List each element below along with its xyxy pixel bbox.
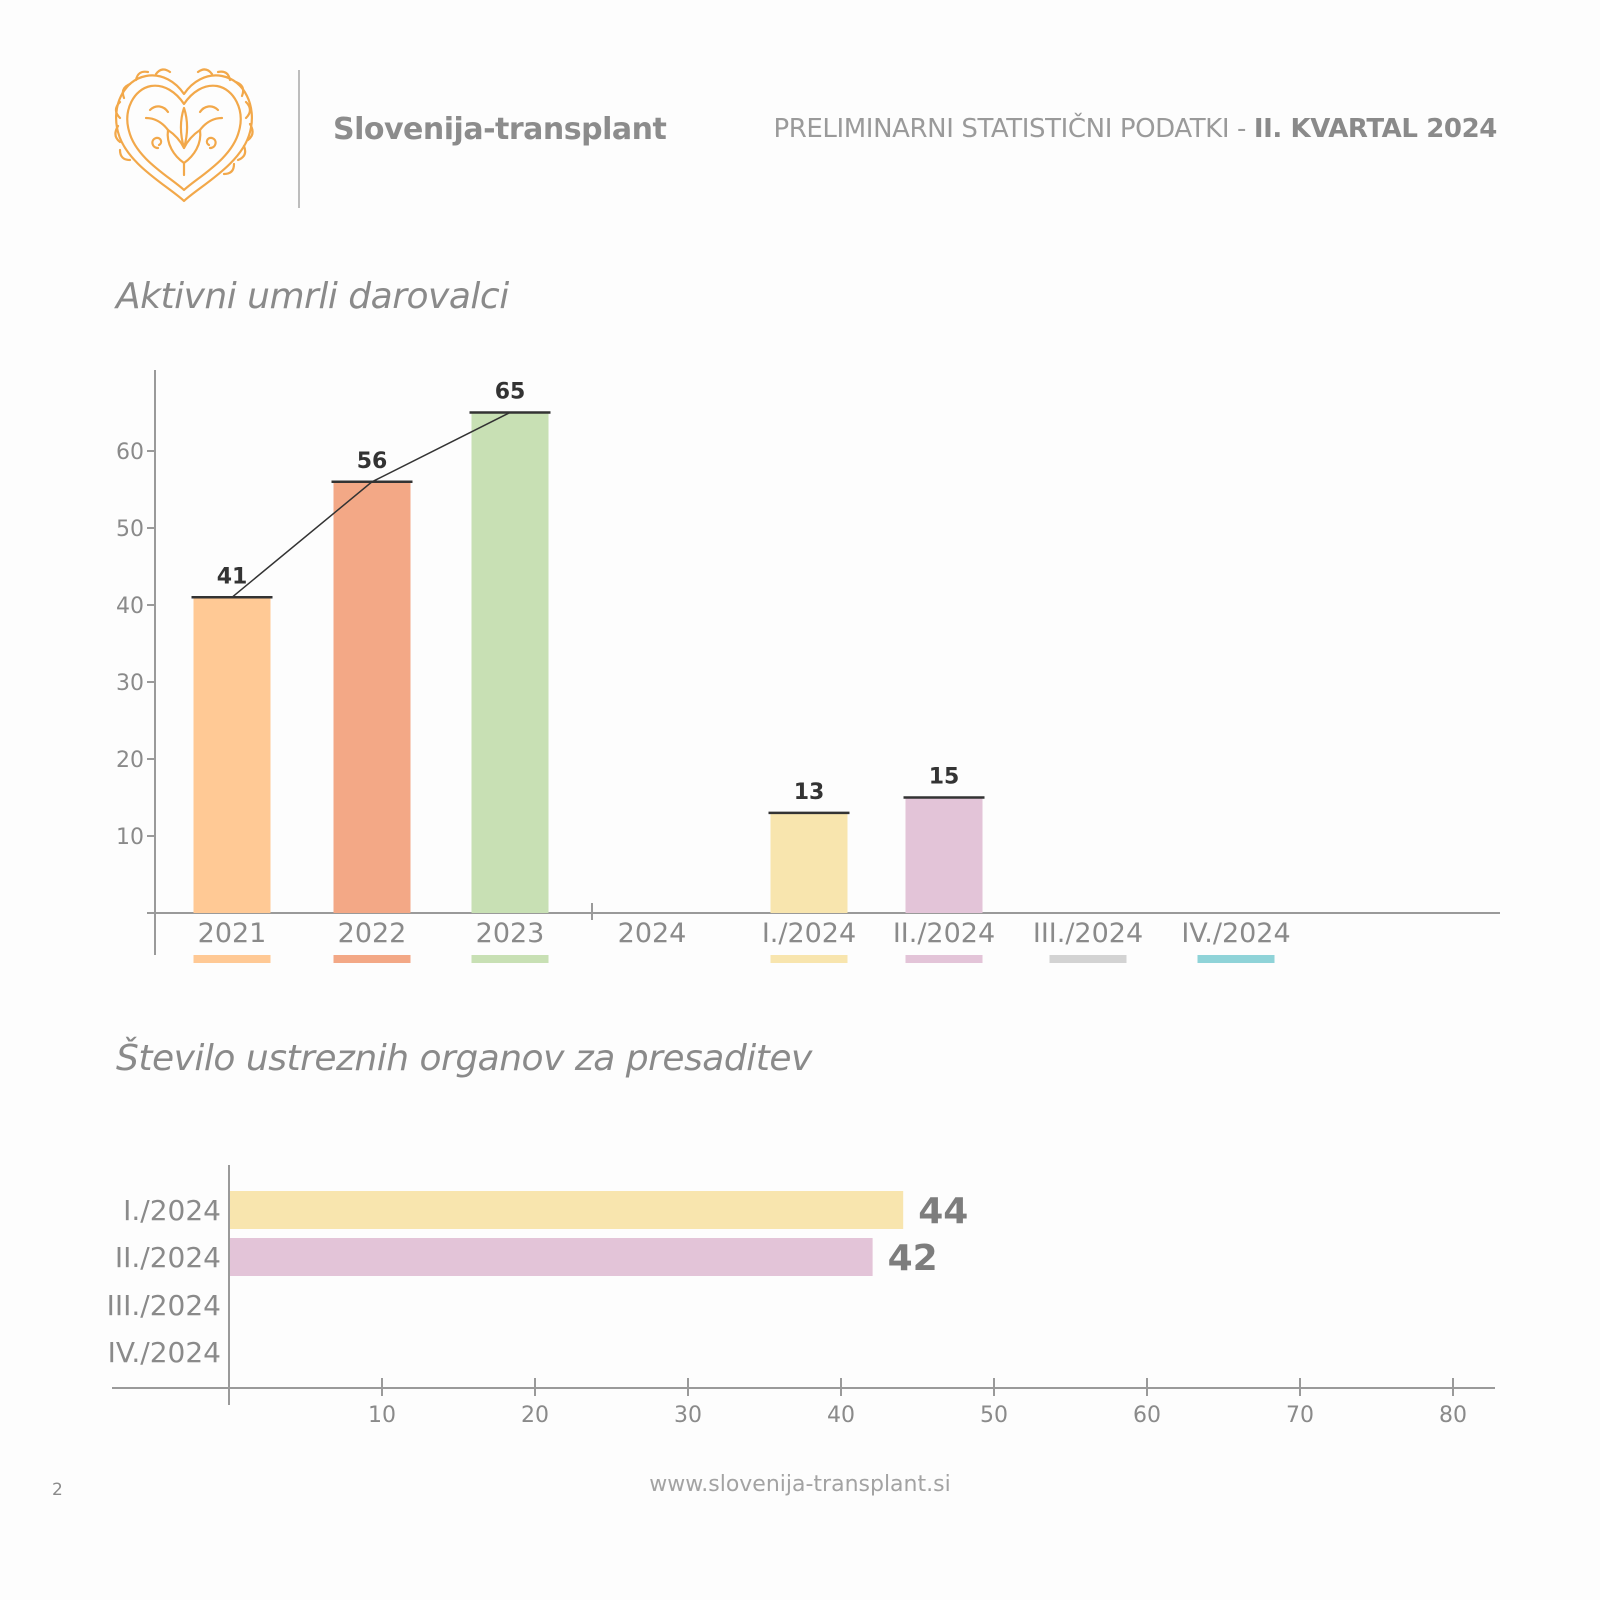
y-tick-label: 30 <box>116 671 144 696</box>
y-tick-label: 60 <box>116 440 144 465</box>
bar <box>770 812 848 913</box>
data-label: 15 <box>929 765 960 790</box>
legend-swatch <box>471 955 549 963</box>
category-label: 2023 <box>476 918 545 949</box>
data-label: 56 <box>357 449 388 474</box>
category-label: 2022 <box>338 918 407 949</box>
bar <box>230 1238 873 1276</box>
x-tick-label: 20 <box>521 1403 549 1428</box>
y-tick-label: 20 <box>116 748 144 773</box>
category-label: II./2024 <box>893 918 995 949</box>
category-label: I./2024 <box>123 1194 221 1227</box>
bar <box>193 597 271 913</box>
data-label: 65 <box>495 380 526 405</box>
x-tick-label: 10 <box>368 1403 396 1428</box>
report-period: II. KVARTAL 2024 <box>1253 114 1498 144</box>
report-title-prefix: PRELIMINARNI STATISTIČNI PODATKI - <box>773 114 1254 144</box>
legend-swatch <box>193 955 271 963</box>
header-divider <box>298 70 300 208</box>
legend-swatch <box>1197 955 1275 963</box>
legend-swatch <box>770 955 848 963</box>
x-tick-label: 80 <box>1439 1403 1467 1428</box>
x-tick-label: 50 <box>980 1403 1008 1428</box>
data-label: 13 <box>794 780 825 805</box>
x-tick-label: 60 <box>1133 1403 1161 1428</box>
bar <box>333 481 411 913</box>
footer-url[interactable]: www.slovenija-transplant.si <box>649 1472 951 1497</box>
legend-swatch <box>1049 955 1127 963</box>
data-label: 41 <box>217 564 248 589</box>
category-label: II./2024 <box>115 1241 221 1274</box>
heart-flower-icon <box>110 68 260 208</box>
donors-chart-title: Aktivni umrli darovalci <box>116 276 509 317</box>
category-label: 2021 <box>198 918 267 949</box>
x-tick-label: 40 <box>827 1403 855 1428</box>
y-tick-label: 10 <box>116 825 144 850</box>
category-label: 2024 <box>618 918 687 949</box>
category-label: I./2024 <box>762 918 856 949</box>
category-label: III./2024 <box>107 1289 221 1322</box>
legend-swatch <box>905 955 983 963</box>
y-tick-label: 50 <box>116 517 144 542</box>
category-label: III./2024 <box>1033 918 1143 949</box>
bar <box>230 1191 904 1229</box>
x-tick-label: 70 <box>1286 1403 1314 1428</box>
page-number: 2 <box>52 1480 63 1500</box>
data-label: 44 <box>918 1191 968 1232</box>
organs-chart-title: Število ustreznih organov za presaditev <box>116 1038 812 1079</box>
report-title: PRELIMINARNI STATISTIČNI PODATKI - II. K… <box>773 114 1497 144</box>
trend-line <box>231 411 511 598</box>
donors-bar-chart: 10 20 30 40 50 60 41 2021 56 2022 65 2023 2024 13 I./2… <box>116 370 1500 963</box>
x-tick-label: 30 <box>674 1403 702 1428</box>
brand-name: Slovenija-transplant <box>333 112 667 147</box>
legend-swatch <box>333 955 411 963</box>
data-label: 42 <box>888 1238 938 1279</box>
bar <box>905 797 983 913</box>
y-tick-label: 40 <box>116 594 144 619</box>
category-label: IV./2024 <box>108 1336 221 1369</box>
category-label: IV./2024 <box>1181 918 1290 949</box>
bar <box>471 412 549 913</box>
